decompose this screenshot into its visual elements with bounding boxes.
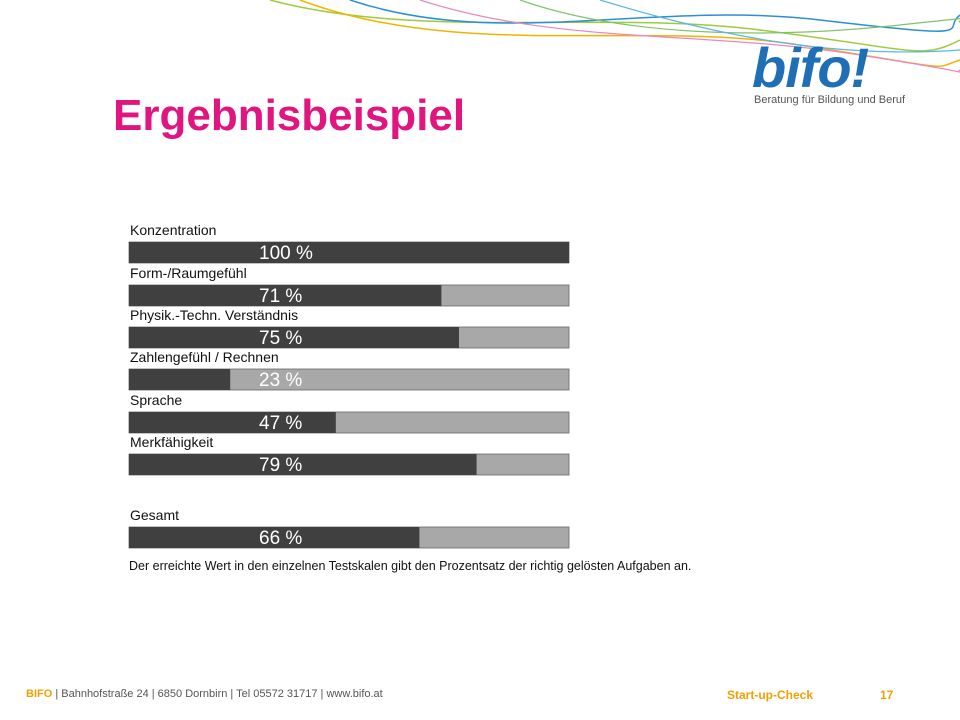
category-label: Physik.-Techn. Verständnis xyxy=(130,307,298,323)
category-label: Sprache xyxy=(130,392,182,408)
category-label: Merkfähigkeit xyxy=(130,434,213,450)
bar-value-label: 75 % xyxy=(259,328,302,349)
logo-tagline: Beratung für Bildung und Beruf xyxy=(754,94,906,106)
bar-value-label: 71 % xyxy=(259,286,302,307)
footer-org: BIFO xyxy=(26,688,53,700)
bar-value-label: 23 % xyxy=(259,370,302,391)
bar-value-label: 79 % xyxy=(259,455,302,476)
bar-value-label: 47 % xyxy=(259,413,302,434)
bar-value-label: 66 % xyxy=(259,528,302,549)
bar-value-label: 100 % xyxy=(259,243,313,264)
bar xyxy=(129,285,442,306)
bar xyxy=(129,327,459,348)
slide-title: Ergebnisbeispiel xyxy=(113,91,466,140)
bifo-logo: bifo! Beratung für Bildung und Beruf xyxy=(750,38,960,114)
bar xyxy=(129,527,420,548)
bar xyxy=(129,242,569,263)
footer-address: BIFO | Bahnhofstraße 24 | 6850 Dornbirn … xyxy=(26,688,383,700)
bar xyxy=(129,369,231,390)
bar xyxy=(129,454,477,475)
chart-note: Der erreichte Wert in den einzelnen Test… xyxy=(129,559,691,573)
category-label: Form-/Raumgefühl xyxy=(130,265,247,281)
decorative-swooshes xyxy=(269,0,960,73)
footer-doc-title: Start-up-Check xyxy=(727,688,814,702)
category-label: Gesamt xyxy=(130,507,179,523)
category-label: Konzentration xyxy=(130,222,216,238)
category-label: Zahlengefühl / Rechnen xyxy=(130,349,279,365)
footer-address-text: | Bahnhofstraße 24 | 6850 Dornbirn | Tel… xyxy=(52,688,383,700)
bar xyxy=(129,412,336,433)
page-number: 17 xyxy=(880,688,894,702)
logo-wordmark: bifo! xyxy=(752,36,869,99)
